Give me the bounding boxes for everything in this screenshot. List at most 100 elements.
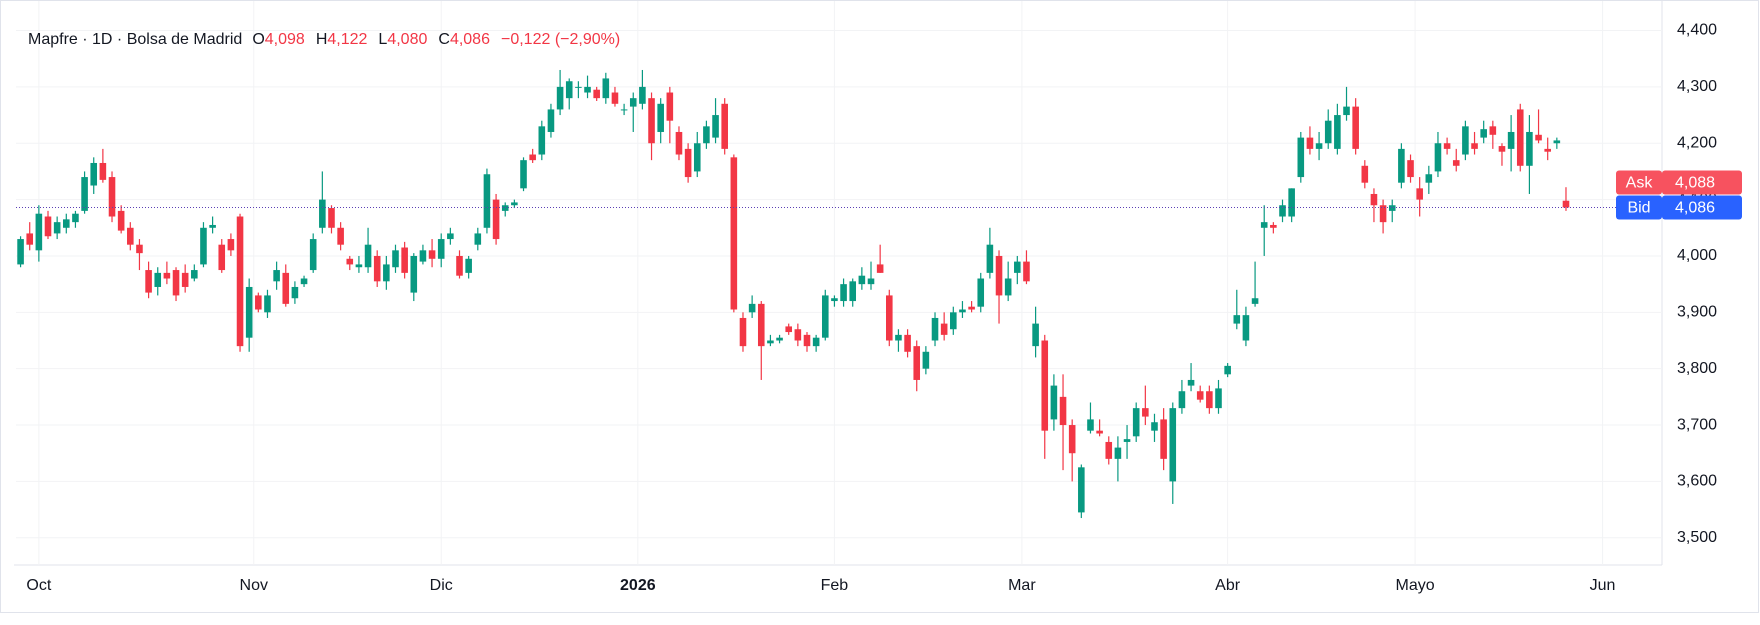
candle-body — [501, 205, 509, 211]
y-tick-label: 3,700 — [1677, 416, 1717, 433]
candle-body — [1059, 396, 1067, 426]
candle-body — [218, 244, 226, 271]
candle-body — [1078, 467, 1085, 513]
candle-body — [181, 272, 189, 287]
overlay: Bid 4,086 Ask 4,088 — [16, 170, 1742, 220]
candle-body — [1471, 143, 1478, 149]
legend-field: H — [316, 31, 328, 48]
candle-body — [1352, 106, 1359, 149]
candle-body — [520, 160, 527, 189]
candle-body — [428, 250, 436, 259]
candle-body — [1343, 106, 1350, 116]
y-tick-label: 4,200 — [1677, 134, 1717, 151]
candle-body — [401, 247, 408, 273]
candle-body — [35, 213, 43, 251]
candle-body — [1553, 140, 1561, 144]
candle-body — [1233, 315, 1241, 324]
candle-body — [172, 270, 180, 296]
x-tick-label: Abr — [1215, 577, 1241, 594]
candle-body — [1562, 200, 1570, 208]
candle-body — [1270, 224, 1277, 228]
y-tick-label: 4,300 — [1677, 78, 1717, 95]
candle-body — [1452, 160, 1460, 166]
candle-body — [675, 131, 683, 155]
candle-body — [154, 272, 162, 287]
candle-body — [447, 233, 454, 240]
price-badge-name: Ask — [1626, 175, 1654, 192]
candle-body — [383, 264, 390, 282]
candle-body — [620, 109, 628, 111]
candle-body — [639, 86, 646, 104]
candle-body — [1297, 137, 1305, 178]
x-tick-label: Mayo — [1396, 577, 1435, 594]
candle-body — [712, 115, 719, 138]
candle-body — [1041, 340, 1049, 431]
y-tick-label: 3,500 — [1677, 529, 1717, 546]
candle-body — [895, 334, 902, 341]
candle-body — [1535, 134, 1542, 141]
candle-body — [904, 334, 911, 352]
candle-body — [1526, 131, 1533, 166]
candle-body — [209, 224, 216, 228]
candle-body — [1014, 261, 1021, 273]
y-tick-label: 4,400 — [1677, 22, 1717, 39]
candle-body — [1398, 148, 1405, 183]
candle-body — [1169, 408, 1177, 482]
legend-value: 4,098 — [265, 31, 305, 48]
candle-body — [1306, 137, 1314, 149]
candle-body — [291, 286, 299, 299]
candle-body — [1279, 205, 1286, 217]
candle-body — [328, 208, 335, 228]
candle-body — [319, 199, 326, 228]
price-badge-value — [1662, 170, 1742, 195]
candle-body — [648, 98, 655, 144]
candle-body — [53, 222, 61, 234]
candle-body — [255, 295, 262, 310]
candle-body — [355, 264, 363, 268]
candle-body — [1480, 129, 1487, 138]
candle-body — [346, 258, 354, 265]
candle-body — [821, 295, 829, 338]
candle-body — [986, 244, 994, 273]
candle-body — [767, 340, 774, 344]
candle-body — [1334, 115, 1341, 149]
candle-body — [483, 174, 491, 228]
candle-body — [657, 103, 664, 132]
candle-body — [117, 210, 125, 231]
price-badge-value — [1662, 195, 1742, 220]
candle-body — [593, 89, 600, 99]
x-tick-label: 2026 — [620, 577, 656, 594]
candle-body — [1544, 148, 1551, 152]
candle-body — [858, 275, 866, 285]
candle-body — [529, 154, 536, 161]
candle-body — [309, 239, 317, 271]
candle-body — [1032, 323, 1039, 347]
candle-body — [803, 334, 811, 347]
candle-body — [1388, 205, 1396, 211]
candle-body — [1516, 109, 1524, 166]
price-badge-number: 4,088 — [1675, 175, 1715, 192]
candle-body — [931, 317, 939, 341]
candle-body — [1068, 425, 1076, 454]
candle-body — [968, 306, 975, 310]
candle-body — [72, 213, 79, 223]
candle-body — [492, 199, 500, 240]
candle-body — [1498, 146, 1506, 152]
candle-body — [1379, 205, 1387, 223]
candle-body — [730, 157, 738, 310]
candle-body — [108, 177, 116, 217]
candles — [17, 69, 1570, 519]
candle-body — [1023, 261, 1030, 282]
candle-body — [1132, 408, 1140, 437]
candle-body — [1087, 419, 1094, 431]
legend-title: Mapfre · 1D · Bolsa de Madrid — [28, 31, 242, 48]
candle-body — [602, 78, 610, 99]
candle-body — [1370, 193, 1378, 206]
candle-body — [200, 227, 207, 265]
candle-body — [1507, 131, 1515, 149]
price-badge-label — [1616, 170, 1662, 195]
candle-body — [145, 270, 152, 293]
x-tick-label: Oct — [26, 577, 51, 594]
candle-body — [1251, 298, 1259, 304]
